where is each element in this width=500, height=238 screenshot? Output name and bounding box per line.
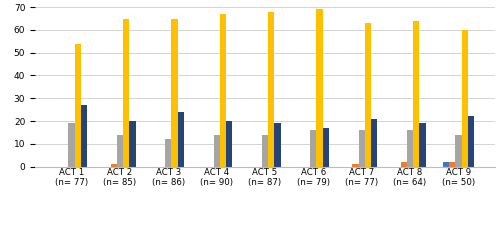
Bar — [462, 30, 468, 167]
Bar — [316, 10, 323, 167]
Bar — [214, 135, 220, 167]
Bar — [130, 121, 136, 167]
Bar — [468, 116, 474, 167]
Bar — [178, 112, 184, 167]
Bar — [352, 164, 358, 167]
Bar — [365, 23, 371, 167]
Bar — [310, 130, 316, 167]
Bar — [262, 135, 268, 167]
Bar — [165, 139, 172, 167]
Bar — [420, 123, 426, 167]
Bar — [226, 121, 232, 167]
Bar — [172, 19, 177, 167]
Bar — [68, 123, 75, 167]
Bar — [117, 135, 123, 167]
Bar — [220, 14, 226, 167]
Bar — [323, 128, 329, 167]
Bar — [407, 130, 413, 167]
Bar — [442, 162, 449, 167]
Bar — [123, 19, 130, 167]
Bar — [371, 119, 378, 167]
Bar — [358, 130, 365, 167]
Bar — [455, 135, 462, 167]
Bar — [413, 21, 420, 167]
Bar — [400, 162, 407, 167]
Bar — [110, 164, 117, 167]
Bar — [449, 162, 455, 167]
Bar — [75, 44, 81, 167]
Bar — [274, 123, 280, 167]
Bar — [268, 12, 274, 167]
Bar — [81, 105, 87, 167]
